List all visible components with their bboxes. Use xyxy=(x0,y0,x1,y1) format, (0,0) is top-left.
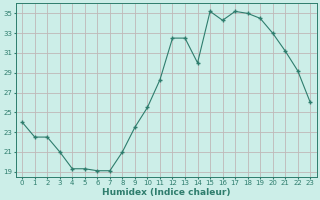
X-axis label: Humidex (Indice chaleur): Humidex (Indice chaleur) xyxy=(102,188,230,197)
